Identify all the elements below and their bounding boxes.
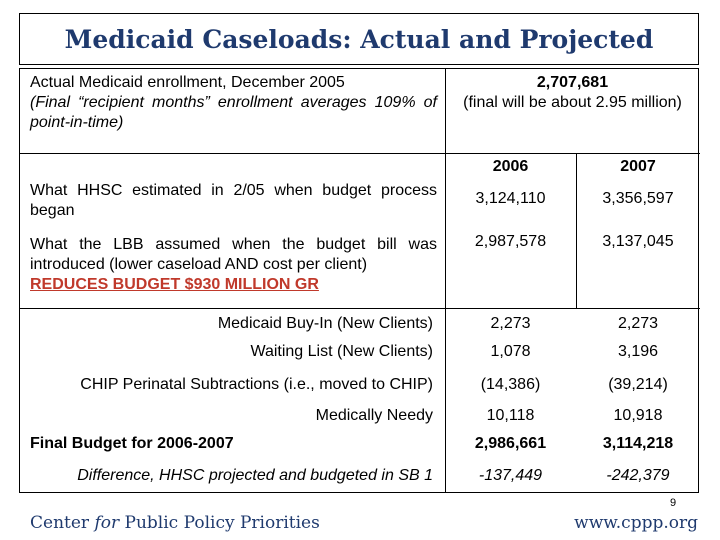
budget-reduction-note: REDUCES BUDGET $930 MILLION GR <box>30 276 319 293</box>
difference-2006: -137,449 <box>478 467 543 484</box>
waiting-list-2006: 1,078 <box>490 343 531 360</box>
hhsc-estimate-2006: 3,124,110 <box>475 190 546 207</box>
actual-enrollment-value: 2,707,681 (final will be about 2.95 mill… <box>463 74 682 111</box>
hhsc-estimate-2007: 3,356,597 <box>602 190 674 207</box>
final-budget-2006: 2,986,661 <box>474 435 547 452</box>
page-number: 9 <box>670 497 677 509</box>
buy-in-2006: 2,273 <box>490 315 531 332</box>
buy-in-2007: 2,273 <box>617 315 659 332</box>
chip-subtractions-label: CHIP Perinatal Subtractions (i.e., moved… <box>80 376 433 393</box>
medically-needy-2007: 10,918 <box>613 407 663 424</box>
slide-title: Medicaid Caseloads: Actual and Projected <box>19 13 699 65</box>
difference-label: Difference, HHSC projected and budgeted … <box>77 467 433 484</box>
waiting-list-2007: 3,196 <box>617 343 659 360</box>
hhsc-estimate-label: What HHSC estimated in 2/05 when budget … <box>30 182 437 219</box>
medically-needy-label: Medically Needy <box>315 407 433 424</box>
column-header-2007: 2007 <box>620 158 656 175</box>
lbb-assumption-label: What the LBB assumed when the budget bil… <box>30 236 437 293</box>
final-budget-2007: 3,114,218 <box>602 435 674 452</box>
chip-subtractions-2007: (39,214) <box>608 376 668 393</box>
buy-in-label: Medicaid Buy-In (New Clients) <box>217 315 433 332</box>
difference-2007: -242,379 <box>606 467 670 484</box>
lbb-assumption-2006: 2,987,578 <box>474 233 547 250</box>
organization-name: Center for Public Policy Priorities <box>30 513 320 533</box>
caseload-table: Actual Medicaid enrollment, December 200… <box>19 68 700 493</box>
actual-enrollment-label: Actual Medicaid enrollment, December 200… <box>30 74 437 131</box>
lbb-assumption-2007: 3,137,045 <box>602 233 674 250</box>
waiting-list-label: Waiting List (New Clients) <box>250 343 433 360</box>
chip-subtractions-2006: (14,386) <box>480 376 541 393</box>
column-header-2006: 2006 <box>492 158 529 175</box>
organization-url: www.cppp.org <box>574 513 698 533</box>
medically-needy-2006: 10,118 <box>486 407 535 424</box>
final-budget-label: Final Budget for 2006-2007 <box>30 435 234 452</box>
